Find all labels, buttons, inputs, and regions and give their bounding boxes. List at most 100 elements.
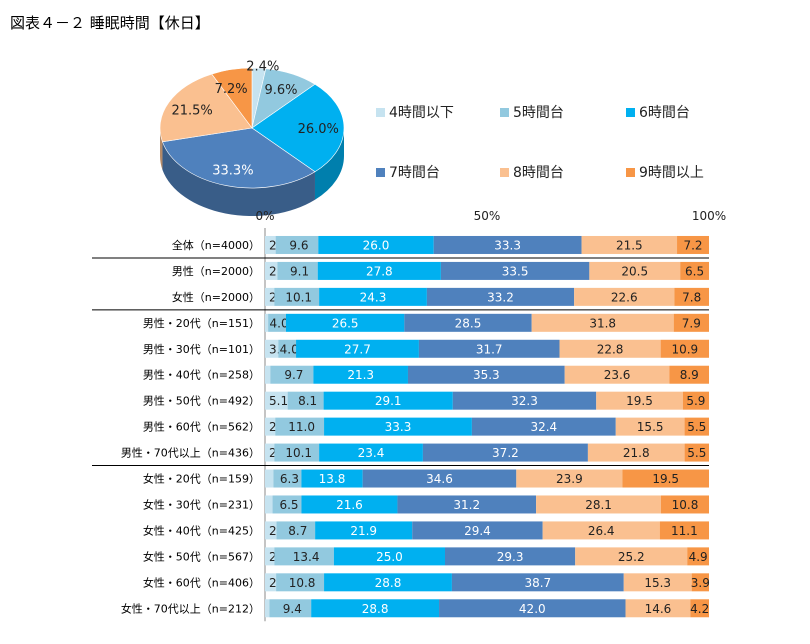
bar-segment: [575, 547, 688, 566]
bar-value-label: 10.9: [671, 342, 698, 356]
bar-value-label: 9.7: [284, 368, 303, 382]
bar-segment: [272, 495, 302, 514]
bar-value-label: 15.5: [637, 420, 664, 434]
bar-segment: [440, 261, 590, 280]
category-label: 男性・50代（n=492）: [143, 394, 260, 408]
bar-value-label: 3.9: [691, 576, 710, 590]
bar-segment: [274, 287, 320, 306]
bar-segment: [433, 235, 582, 254]
bar-value-label: 42.0: [519, 602, 546, 616]
bar-segment: [315, 521, 413, 540]
legend-swatch: [376, 168, 385, 177]
bar-value-label: 27.8: [366, 264, 393, 278]
category-label: 女性・50代（n=567）: [143, 549, 260, 563]
bar-segment: [669, 365, 709, 384]
pie-value-label: 9.6%: [264, 83, 297, 98]
bar-segment: [296, 339, 419, 358]
bar-segment: [265, 599, 270, 618]
bar-segment: [265, 287, 275, 306]
bar-value-label: 23.6: [604, 368, 631, 382]
bar-segment: [439, 599, 626, 618]
pie-slice-6: [211, 67, 253, 129]
bar-segment: [684, 443, 709, 462]
pie-side-3: [314, 128, 344, 200]
bar-segment: [673, 313, 709, 332]
bar-segment: [265, 339, 279, 358]
bar-value-label: 33.3: [385, 420, 412, 434]
bar-value-label: 23.9: [556, 472, 583, 486]
bar-segment: [311, 599, 440, 618]
bar-segment: [531, 313, 674, 332]
bar-segment: [273, 469, 302, 488]
bar-value-label: 31.2: [453, 498, 480, 512]
bar-segment: [265, 573, 277, 592]
bar-value-label: 24.3: [360, 290, 387, 304]
bar-value-label: 5.1: [269, 394, 288, 408]
bar-segment: [418, 339, 560, 358]
bar-value-label: 21.8: [623, 446, 650, 460]
category-label: 男性・20代（n=151）: [143, 316, 260, 330]
bar-value-label: 5.5: [687, 420, 706, 434]
legend-label: 8時間台: [513, 165, 564, 181]
category-label: 女性・30代（n=231）: [143, 497, 260, 511]
category-label: 男性・40代（n=258）: [143, 368, 260, 382]
bar-value-label: 28.5: [455, 316, 482, 330]
bar-value-label: 38.7: [524, 576, 551, 590]
bar-value-label: 13.8: [319, 472, 346, 486]
bar-value-label: 6.5: [685, 264, 704, 278]
pie-value-label: 33.3%: [212, 163, 253, 178]
bar-value-label: 29.1: [375, 394, 402, 408]
bar-segment: [333, 547, 445, 566]
axis-tick-label: 100%: [692, 209, 726, 223]
bar-value-label: 10.8: [672, 498, 699, 512]
legend-swatch: [626, 108, 635, 117]
legend-swatch: [626, 168, 635, 177]
category-label: 女性（n=2000）: [172, 290, 260, 304]
bar-segment: [407, 365, 565, 384]
bar-segment: [659, 521, 709, 540]
bar-segment: [684, 417, 709, 436]
bar-segment: [285, 313, 405, 332]
bar-value-label: 14.6: [645, 602, 672, 616]
bar-segment: [319, 443, 423, 462]
bar-segment: [265, 495, 273, 514]
bar-value-label: 21.5: [616, 238, 643, 252]
bar-value-label: 28.8: [362, 602, 389, 616]
bar-segment: [422, 443, 588, 462]
bar-segment: [516, 469, 623, 488]
bar-segment: [660, 339, 709, 358]
bar-segment: [687, 547, 709, 566]
bar-segment: [587, 443, 685, 462]
bar-segment: [270, 365, 314, 384]
bar-value-label: 19.5: [652, 472, 679, 486]
bar-value-label: 6.5: [279, 498, 298, 512]
bar-value-label: 10.8: [289, 576, 316, 590]
bar-value-label: 29.3: [497, 550, 524, 564]
bar-segment: [674, 287, 709, 306]
legend-label: 7時間台: [389, 165, 440, 181]
bar-segment: [426, 287, 575, 306]
bar-segment: [274, 443, 320, 462]
bar-value-label: 8.7: [288, 524, 307, 538]
bar-value-label: 22.6: [611, 290, 638, 304]
bar-segment: [268, 313, 286, 332]
bar-value-label: 37.2: [492, 446, 519, 460]
bar-segment: [277, 261, 318, 280]
bar-value-label: 10.1: [285, 290, 312, 304]
bar-value-label: 21.6: [336, 498, 363, 512]
bar-value-label: 34.6: [426, 472, 453, 486]
bar-segment: [452, 391, 597, 410]
bar-segment: [615, 417, 685, 436]
bar-value-label: 28.8: [375, 576, 402, 590]
bar-value-label: 22.8: [597, 342, 624, 356]
bar-segment: [324, 573, 452, 592]
category-label: 女性・70代以上（n=212）: [121, 601, 260, 615]
bar-value-label: 4.0: [280, 342, 299, 356]
bar-value-label: 5.5: [687, 446, 706, 460]
legend-label: 9時間以上: [639, 165, 704, 181]
page-title: 図表４－２ 睡眠時間【休日】: [10, 14, 210, 32]
pie-slice-4: [162, 127, 316, 189]
bar-segment: [542, 521, 660, 540]
bar-value-label: 33.2: [487, 290, 514, 304]
bar-segment: [445, 547, 576, 566]
